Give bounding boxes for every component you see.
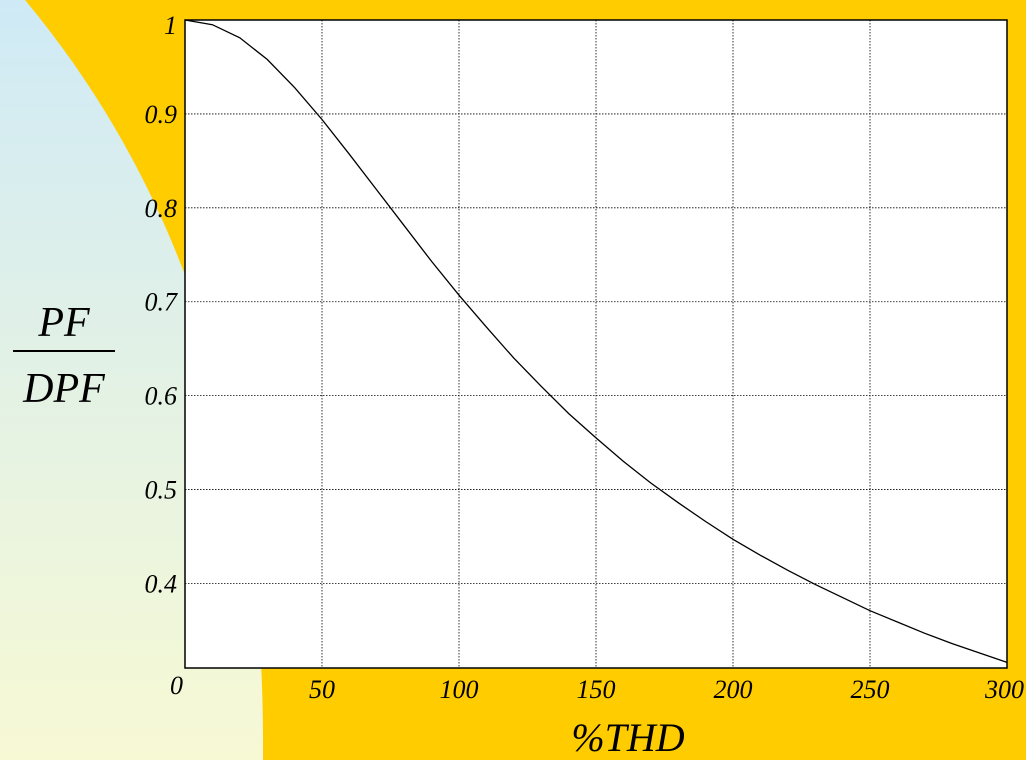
y-axis-title: PF DPF [13,300,115,412]
y-tick-label: 0.4 [145,569,178,598]
x-tick-label: 0 [170,671,183,700]
series-line [184,19,1008,664]
x-tick-label: 300 [984,675,1024,704]
plot-frame [184,19,1008,669]
x-tick-labels: 0 50 100 150 200 250 300 [170,671,1024,704]
y-tick-label: 0.8 [145,194,178,223]
y-tick-label: 0.6 [145,382,178,411]
y-axis-title-numerator: PF [37,300,90,346]
x-tick-label: 200 [714,675,753,704]
x-axis-title: %THD [571,715,684,760]
y-tick-label: 0.9 [145,100,178,129]
y-tick-label: 0.5 [145,476,178,505]
y-axis-title-denominator: DPF [22,366,105,412]
x-tick-label: 150 [577,675,616,704]
x-tick-label: 100 [440,675,479,704]
x-tick-label: 50 [309,675,335,704]
y-tick-label: 0.7 [145,288,179,317]
x-tick-label: 250 [851,675,890,704]
y-tick-label: 1 [164,11,177,40]
grid-lines [185,20,1007,668]
y-tick-labels: 1 0.9 0.8 0.7 0.6 0.5 0.4 [145,11,179,598]
